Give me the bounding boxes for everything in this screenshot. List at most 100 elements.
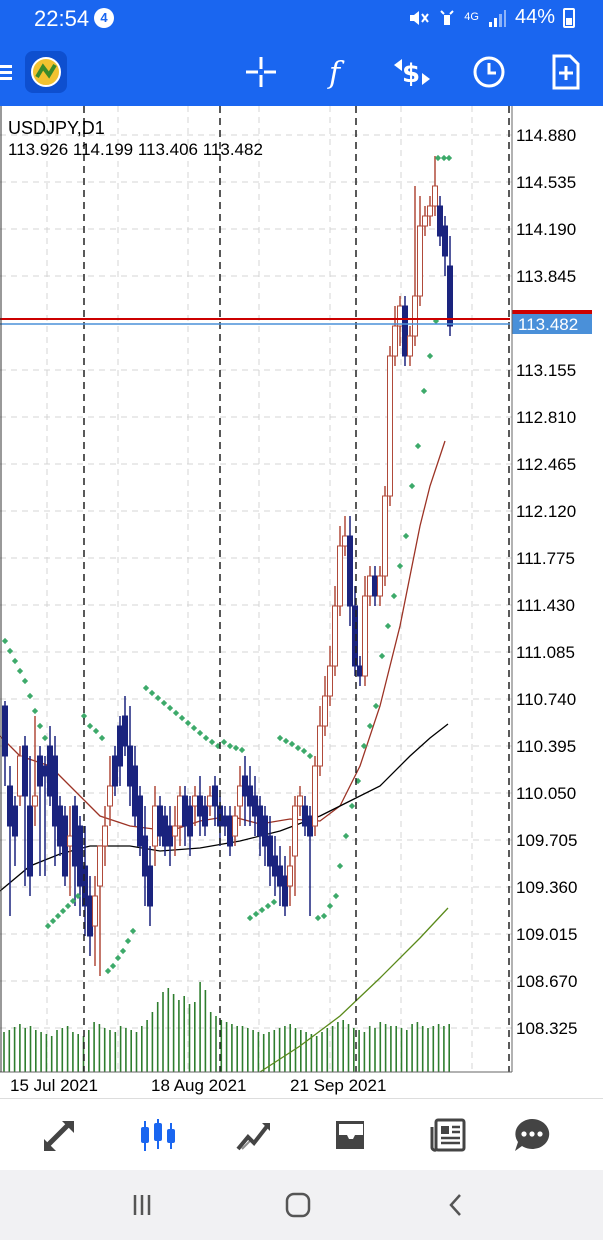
candle-body xyxy=(12,805,18,837)
sar-dot xyxy=(54,912,62,920)
sar-dot xyxy=(202,734,210,742)
add-order-icon[interactable] xyxy=(541,48,589,96)
period-separators xyxy=(83,106,510,1072)
candle-body xyxy=(162,815,168,847)
sar-dot xyxy=(336,862,344,870)
candle-body xyxy=(432,185,438,207)
candle-body xyxy=(232,815,238,837)
sar-dot xyxy=(288,740,296,748)
candle-body xyxy=(147,865,153,907)
candle-body xyxy=(17,755,23,797)
sar-dot xyxy=(119,947,127,955)
price-tick-label: 109.360 xyxy=(516,878,577,897)
candle-body xyxy=(197,795,203,817)
sar-dot xyxy=(142,684,150,692)
price-tick-label: 114.535 xyxy=(516,173,576,192)
mute-icon xyxy=(410,10,430,25)
candle-body xyxy=(212,785,218,807)
sar-dot xyxy=(184,719,192,727)
price-tick-label: 114.190 xyxy=(516,220,576,239)
sar-dot xyxy=(148,689,156,697)
price-tick-label: 113.155 xyxy=(516,361,576,380)
sar-dot xyxy=(6,647,14,655)
candle-body xyxy=(362,595,368,677)
candle-body xyxy=(447,265,453,327)
price-tick-label: 110.395 xyxy=(516,737,576,756)
home-icon[interactable] xyxy=(278,1188,318,1222)
chart-svg[interactable]: 113.482 114.880 114.535 114.190 113.845 113.… xyxy=(0,106,603,1098)
sar-dot xyxy=(11,657,19,665)
candle-body xyxy=(252,795,258,817)
ma-slow-line xyxy=(259,907,449,1073)
chart-icon[interactable] xyxy=(132,1111,184,1159)
candle-body xyxy=(47,745,53,797)
svg-text:f: f xyxy=(327,56,345,89)
history-icon[interactable] xyxy=(324,1111,376,1159)
sar-dot xyxy=(154,694,162,702)
date-tick-label: 15 Jul 2021 xyxy=(10,1076,98,1095)
symbol-change-icon[interactable]: $ xyxy=(388,48,436,96)
sar-dot xyxy=(348,802,356,810)
price-tick-label: 113.845 xyxy=(516,267,576,286)
candle-body xyxy=(187,805,193,837)
candle-body xyxy=(142,835,148,877)
candle-body xyxy=(137,795,143,847)
candle-body xyxy=(37,755,43,787)
status-bar: 22:54 4 4G 44% xyxy=(0,0,603,38)
candle-body xyxy=(387,355,393,497)
candle-body xyxy=(52,755,58,827)
candle-body xyxy=(72,805,78,867)
candle-body xyxy=(352,605,358,667)
timeframe-clock-icon[interactable] xyxy=(465,48,513,96)
sar-dot xyxy=(306,752,314,760)
candle-body xyxy=(422,215,428,227)
system-navigation xyxy=(0,1170,603,1240)
candle-body xyxy=(357,665,363,677)
sar-dot xyxy=(16,667,24,675)
sar-dot xyxy=(21,677,29,685)
sar-dot xyxy=(360,742,368,750)
indicator-f-icon[interactable]: f xyxy=(314,48,362,96)
bottom-navigation xyxy=(0,1098,603,1170)
candle-body xyxy=(82,865,88,907)
candle-body xyxy=(207,795,213,807)
ohlc-label: 113.926 114.199 113.406 113.482 xyxy=(8,140,263,159)
candle-body xyxy=(22,745,28,797)
candle-body xyxy=(292,805,298,857)
sar-dot xyxy=(124,937,132,945)
price-chart[interactable]: 113.482 114.880 114.535 114.190 113.845 113.… xyxy=(0,106,603,1098)
crosshair-icon[interactable] xyxy=(237,48,285,96)
quotes-icon[interactable] xyxy=(34,1111,86,1159)
sar-dot xyxy=(129,927,137,935)
candle-body xyxy=(317,725,323,767)
news-icon[interactable] xyxy=(422,1111,474,1159)
candle-body xyxy=(427,205,433,217)
price-tick-label: 111.085 xyxy=(516,643,575,662)
back-icon[interactable] xyxy=(436,1188,476,1222)
trade-icon[interactable] xyxy=(228,1111,280,1159)
candle-body xyxy=(417,225,423,297)
candle-body xyxy=(67,835,73,847)
sar-dot xyxy=(166,704,174,712)
candle-body xyxy=(337,545,343,607)
sar-dot xyxy=(282,737,290,745)
price-tick-label: 111.430 xyxy=(516,596,575,615)
hamburger-menu-icon[interactable] xyxy=(0,48,22,96)
candle-body xyxy=(97,845,103,887)
candle-body xyxy=(282,875,288,907)
candle-body xyxy=(57,805,63,847)
sar-dot xyxy=(402,532,410,540)
parabolic-sar xyxy=(1,154,453,975)
candle-body xyxy=(342,535,348,547)
candle-body xyxy=(157,805,163,837)
sar-dot xyxy=(246,914,254,922)
sar-dot xyxy=(64,902,72,910)
chat-icon[interactable] xyxy=(506,1111,558,1159)
candle-body xyxy=(382,495,388,577)
metatrader-logo-icon[interactable] xyxy=(22,48,70,96)
recent-apps-icon[interactable] xyxy=(122,1188,162,1222)
price-tick-label: 112.465 xyxy=(516,455,576,474)
candle-body xyxy=(372,575,378,597)
candle-body xyxy=(202,805,208,827)
candle-body xyxy=(132,765,138,817)
